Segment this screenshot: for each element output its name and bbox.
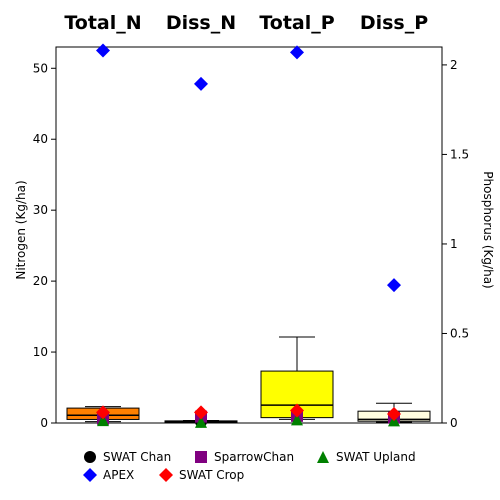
left-tick-label: 0 (40, 416, 48, 430)
legend-marker (195, 451, 207, 463)
swat-upland-marker (291, 413, 303, 426)
left-tick-label: 10 (33, 345, 48, 359)
category-titles: Total_N Diss_N Total_P Diss_P (64, 12, 428, 34)
legend-label: SparrowChan (214, 450, 294, 464)
legend-marker (84, 451, 96, 463)
right-tick-label: 0.5 (450, 326, 469, 340)
swat-upland-marker (195, 415, 207, 428)
right-axis-label: Phosphorus (Kg/ha) (481, 171, 495, 288)
category-title: Total_P (259, 12, 334, 34)
legend-label: SWAT Chan (103, 450, 171, 464)
swat-crop-marker (387, 407, 401, 422)
right-tick-label: 1.5 (450, 147, 469, 161)
legend: SWAT Chan SparrowChan SWAT Upland APEX SWAT … (83, 450, 416, 482)
right-tick-label: 0 (450, 416, 458, 430)
swat-crop-marker (290, 403, 304, 418)
right-tick-label: 2 (450, 58, 458, 72)
legend-marker (317, 451, 329, 463)
right-axis-ticks: 0 0.5 1 1.5 2 (442, 58, 469, 430)
swat-crop-marker (194, 405, 208, 420)
box-plots (66, 336, 431, 424)
plot-area (55, 46, 443, 424)
data-markers (96, 43, 401, 428)
category-title: Diss_N (166, 12, 236, 34)
left-tick-label: 20 (33, 274, 48, 288)
legend-label: SWAT Crop (179, 468, 244, 482)
legend-marker (83, 468, 97, 482)
left-axis-label: Nitrogen (Kg/ha) (14, 180, 28, 279)
left-tick-label: 40 (33, 132, 48, 146)
apex-marker (290, 45, 304, 60)
apex-marker (96, 43, 110, 58)
category-title: Diss_P (360, 12, 428, 34)
right-tick-label: 1 (450, 237, 458, 251)
category-title: Total_N (64, 12, 141, 34)
legend-label: SWAT Upland (336, 450, 416, 464)
left-tick-label: 30 (33, 203, 48, 217)
swat-upland-marker (97, 414, 109, 427)
left-tick-label: 50 (33, 61, 48, 75)
legend-label: APEX (103, 468, 134, 482)
apex-marker (194, 76, 208, 91)
apex-marker (387, 278, 401, 293)
legend-marker (159, 468, 173, 482)
left-axis-ticks: 0 10 20 30 40 50 (33, 61, 56, 430)
plot-border (55, 46, 443, 424)
swat-crop-marker (96, 405, 110, 420)
